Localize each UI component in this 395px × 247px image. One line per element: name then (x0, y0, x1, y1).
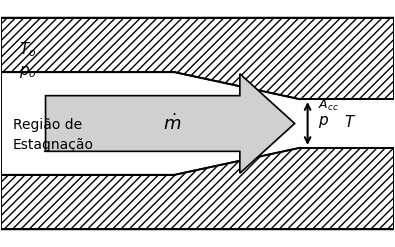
Text: $T$: $T$ (344, 114, 357, 129)
Text: Região de
Estagnação: Região de Estagnação (13, 118, 94, 152)
Text: $p_o$: $p_o$ (19, 64, 36, 80)
Text: $T_o$: $T_o$ (19, 40, 36, 59)
Text: $A_{cc}$: $A_{cc}$ (318, 98, 338, 113)
Polygon shape (1, 18, 394, 99)
Polygon shape (1, 148, 394, 229)
Text: $\dot{m}$: $\dot{m}$ (164, 113, 182, 134)
Polygon shape (45, 74, 295, 173)
Text: $p$: $p$ (318, 114, 329, 129)
